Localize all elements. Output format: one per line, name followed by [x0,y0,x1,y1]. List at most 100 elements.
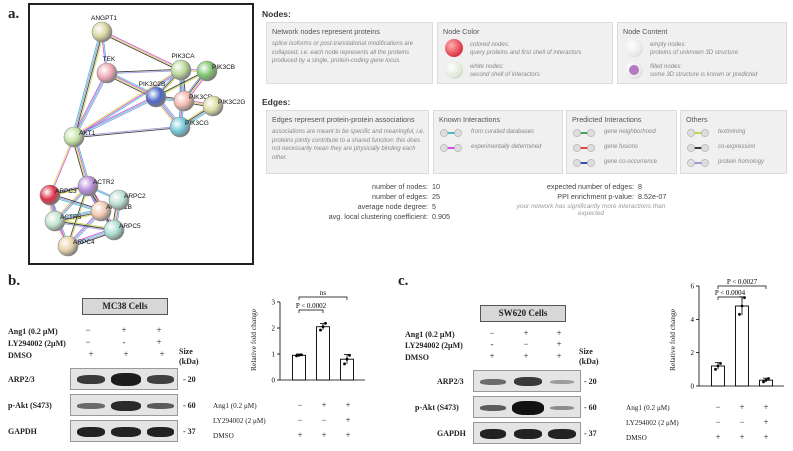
chart-b-ly-sign: − [321,415,327,425]
network-node-label: ACTR2 [93,179,115,186]
white-nodes-desc: second shell of interactors [470,72,540,78]
chart-c-ly-sign: − [715,417,721,427]
chart-c-xrow-ang1: Ang1 (0.2 μM) [626,404,670,412]
others-legend-text: textmining [718,129,746,135]
data-point [738,312,741,316]
data-point [319,328,322,332]
node-color-box: Node Color colored nodes: query proteins… [437,22,613,84]
network-edge [73,68,181,137]
mc38-ang1-sign: − [85,325,91,335]
network-panel: ANGPT1 TEK PIK3CA PIK3CB PIK3C2B PIK3CD PIK3C2… [28,3,254,265]
others-legend-text: co-expression [718,144,756,150]
white-nodes-label: white nodes: [470,64,504,70]
chart-c-ly-sign: − [739,417,745,427]
network-node-label: AKT1 [79,130,96,137]
data-point [321,325,325,329]
network-edge [72,72,107,137]
data-point [714,367,717,371]
sw620-ly-label: LY294002 (2μM) [405,341,463,350]
significance-bracket [298,296,348,300]
sw620-row-label: GAPDH [437,429,466,438]
network-node [170,59,192,81]
network-edge [75,32,105,138]
chart-c: 0 2 4 6 P < 0.0027 P < 0.0004 [691,278,784,391]
edge-sample-icon [440,144,462,152]
network-edge [73,96,157,138]
network-node-label: PIK3CD [189,94,213,101]
panel-b-letter: b. [8,273,21,289]
panel-c-letter: c. [398,273,409,289]
mc38-row-label: ARP2/3 [8,375,35,384]
known-title: Known Interactions [439,115,501,124]
mc38-ly-sign: - [122,337,126,347]
sw620-ly-sign: − [523,339,529,349]
network-node [77,175,99,197]
network-edge [101,32,181,72]
network-node [169,116,191,138]
network-node [96,62,118,84]
edges-represent-box: Edges represent protein-protein associat… [266,110,429,174]
stat-nodes-value: 10 [432,182,440,191]
stat-degree-label: average node degree: [357,202,428,211]
network-node [39,184,61,206]
data-point [324,321,327,325]
stat-clustering-label: avg. local clustering coefficient: [328,212,428,221]
stat-pvalue-value: 8.52e-07 [638,192,667,201]
node-content-box: Node Content empty nodes: proteins of un… [617,22,787,84]
bar [735,305,749,387]
network-nodes-desc: splice isoforms or post-translational mo… [272,41,414,65]
chart-c-ylabel: Relative fold change [668,308,677,371]
sw620-dmso-sign: + [556,351,562,361]
network-node [103,219,125,241]
chart-b-xrow-ly: LY294002 (2 μM) [213,417,266,425]
empty-nodes-desc: proteins of unknown 3D structure [650,50,739,56]
sw620-ang1-sign: + [556,328,562,338]
significance-label: P < 0.0027 [727,278,758,286]
network-node-label: PIK3CB [212,64,235,71]
mc38-cells-label: MC38 Cells [82,298,168,315]
data-point [767,377,770,380]
significance-label: P < 0.0002 [296,302,327,310]
sw620-size-marker: - 20 [584,377,597,386]
y-tick-label: 2 [272,325,276,333]
mc38-arp-blot [70,368,178,390]
network-edge [50,137,76,196]
network-node-label: PIK3C2G [218,99,245,106]
network-edge [74,73,109,138]
network-node [44,210,66,232]
edges-represent-desc: associations are meant to be specific an… [272,129,425,162]
filled-node-icon [625,61,643,79]
network-node [91,21,113,43]
network-edge [74,32,104,138]
sw620-ang1-sign: + [523,328,529,338]
edges-heading: Edges: [262,97,291,107]
network-node [196,60,218,82]
network-edge [107,70,182,75]
sw620-kda-label: (kDa) [579,357,599,366]
mc38-dmso-sign: + [159,349,165,359]
mc38-ang1-label: Ang1 (0.2 μM) [8,327,58,336]
network-node [202,95,224,117]
network-node-label: ARPC4 [73,239,95,246]
chart-c-dmso-sign: + [739,432,745,442]
mc38-gapdh-blot [70,420,178,442]
data-point [300,353,303,357]
network-edge [71,31,101,137]
mc38-size-label: Size [179,347,193,356]
known-legend-text: from curated databases [471,129,535,135]
mc38-size-marker: - 60 [183,401,196,410]
data-point [719,362,722,365]
stat-edges-value: 25 [432,192,440,201]
sw620-cells-label: SW620 Cells [480,305,566,322]
y-tick-label: 0 [272,377,276,385]
filled-nodes-desc: some 3D structure is known or predicted [650,72,758,78]
network-node-label: PIK3C2B [139,81,166,88]
edge-sample-icon [573,159,595,167]
edge-sample-icon [687,129,709,137]
y-tick-label: 0 [691,383,695,391]
chart-b-xrow-ang1: Ang1 (0.2 μM) [213,402,257,410]
network-node [57,235,79,257]
mc38-size-marker: - 20 [183,375,196,384]
network-node [173,90,195,112]
mc38-row-label: p-Akt (S473) [8,401,52,410]
